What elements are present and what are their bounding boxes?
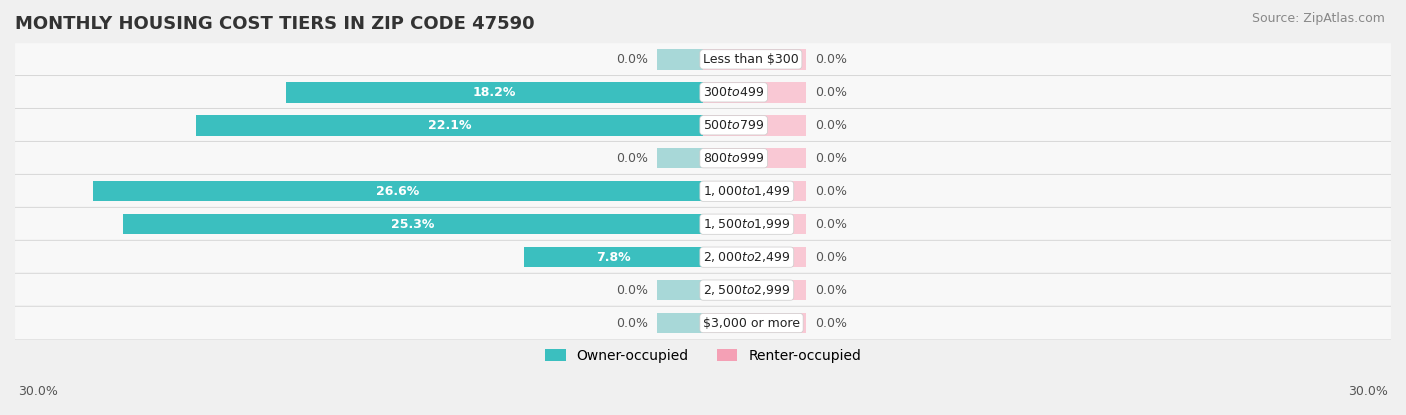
- Text: 0.0%: 0.0%: [815, 53, 848, 66]
- Text: 0.0%: 0.0%: [815, 152, 848, 165]
- Text: 0.0%: 0.0%: [616, 283, 648, 297]
- Text: $2,500 to $2,999: $2,500 to $2,999: [703, 283, 790, 297]
- Bar: [703, 115, 806, 136]
- Text: 18.2%: 18.2%: [472, 86, 516, 99]
- FancyBboxPatch shape: [14, 306, 1392, 340]
- Bar: [703, 82, 806, 103]
- Text: 0.0%: 0.0%: [815, 251, 848, 264]
- Bar: [703, 214, 806, 234]
- Text: $3,000 or more: $3,000 or more: [703, 317, 800, 330]
- Text: $800 to $999: $800 to $999: [703, 152, 765, 165]
- FancyBboxPatch shape: [14, 240, 1392, 274]
- Bar: [122, 214, 703, 234]
- Bar: [703, 49, 806, 70]
- Text: 0.0%: 0.0%: [815, 283, 848, 297]
- Bar: [703, 247, 806, 267]
- Text: 0.0%: 0.0%: [815, 119, 848, 132]
- Text: $300 to $499: $300 to $499: [703, 86, 765, 99]
- Text: $2,000 to $2,499: $2,000 to $2,499: [703, 250, 790, 264]
- Text: 22.1%: 22.1%: [427, 119, 471, 132]
- Text: 30.0%: 30.0%: [1348, 386, 1388, 398]
- Bar: [197, 115, 703, 136]
- FancyBboxPatch shape: [14, 142, 1392, 175]
- Text: 30.0%: 30.0%: [18, 386, 58, 398]
- FancyBboxPatch shape: [14, 208, 1392, 241]
- FancyBboxPatch shape: [14, 76, 1392, 109]
- Bar: [703, 280, 806, 300]
- Text: 0.0%: 0.0%: [616, 152, 648, 165]
- Text: 0.0%: 0.0%: [815, 185, 848, 198]
- Text: Less than $300: Less than $300: [703, 53, 799, 66]
- Text: 0.0%: 0.0%: [815, 317, 848, 330]
- Text: Source: ZipAtlas.com: Source: ZipAtlas.com: [1251, 12, 1385, 25]
- Legend: Owner-occupied, Renter-occupied: Owner-occupied, Renter-occupied: [538, 343, 868, 368]
- Bar: [657, 49, 703, 70]
- Bar: [703, 313, 806, 333]
- Text: 0.0%: 0.0%: [815, 218, 848, 231]
- Text: 0.0%: 0.0%: [616, 53, 648, 66]
- Bar: [657, 313, 703, 333]
- Text: 7.8%: 7.8%: [596, 251, 631, 264]
- Text: $1,500 to $1,999: $1,500 to $1,999: [703, 217, 790, 231]
- FancyBboxPatch shape: [14, 174, 1392, 208]
- Bar: [285, 82, 703, 103]
- Text: $500 to $799: $500 to $799: [703, 119, 765, 132]
- Bar: [703, 181, 806, 201]
- Text: MONTHLY HOUSING COST TIERS IN ZIP CODE 47590: MONTHLY HOUSING COST TIERS IN ZIP CODE 4…: [15, 15, 534, 33]
- FancyBboxPatch shape: [14, 273, 1392, 307]
- Bar: [657, 148, 703, 168]
- Bar: [657, 280, 703, 300]
- Bar: [93, 181, 703, 201]
- Text: $1,000 to $1,499: $1,000 to $1,499: [703, 184, 790, 198]
- Bar: [524, 247, 703, 267]
- FancyBboxPatch shape: [14, 43, 1392, 76]
- Bar: [703, 148, 806, 168]
- Text: 26.6%: 26.6%: [377, 185, 419, 198]
- Text: 25.3%: 25.3%: [391, 218, 434, 231]
- FancyBboxPatch shape: [14, 108, 1392, 142]
- Text: 0.0%: 0.0%: [815, 86, 848, 99]
- Text: 0.0%: 0.0%: [616, 317, 648, 330]
